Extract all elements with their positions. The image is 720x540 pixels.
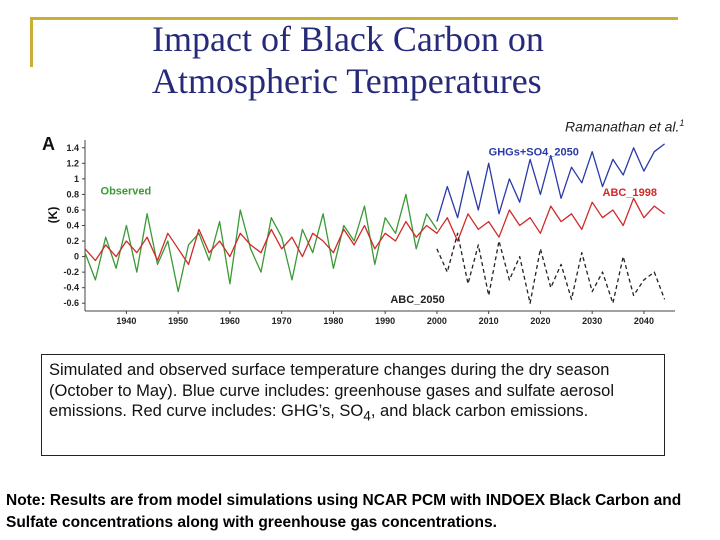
y-tick-label: 0.4 <box>66 221 79 231</box>
series-line-ghgs-so4-2050 <box>436 143 665 222</box>
y-axis-label: (K) <box>46 207 60 224</box>
series-annotation: Observed <box>101 185 152 197</box>
caption-text-1: Simulated and observed surface temperatu… <box>49 361 614 420</box>
y-tick-label: 0.2 <box>66 236 79 246</box>
title-left-rule <box>30 17 33 67</box>
caption-subscript: 4 <box>363 408 371 424</box>
caption-text-2: , and black carbon emissions. <box>370 402 589 420</box>
series-annotation: ABC_2050 <box>390 294 444 306</box>
y-tick-label: 1 <box>74 174 79 184</box>
y-tick-label: 0 <box>74 252 79 262</box>
x-tick-label: 1990 <box>375 316 395 326</box>
citation: Ramanathan et al.1 <box>565 118 684 135</box>
slide-title: Impact of Black Carbon on Atmospheric Te… <box>152 18 672 102</box>
x-tick-label: 1980 <box>323 316 343 326</box>
y-tick-label: 0.6 <box>66 205 79 215</box>
x-tick-label: 2020 <box>530 316 550 326</box>
series-line-abc-2050 <box>436 232 666 304</box>
x-tick-label: 2010 <box>479 316 499 326</box>
citation-text: Ramanathan et al. <box>565 118 680 135</box>
y-tick-label: -0.6 <box>63 298 79 308</box>
x-tick-label: 1950 <box>168 316 188 326</box>
series-line-observed <box>84 193 438 293</box>
title-line-1: Impact of Black Carbon on <box>152 19 544 59</box>
series-line-abc-1998 <box>84 197 665 266</box>
y-tick-label: 0.8 <box>66 189 79 199</box>
x-tick-label: 2030 <box>582 316 602 326</box>
x-tick-label: 1960 <box>220 316 240 326</box>
series-annotation: ABC_1998 <box>603 187 657 199</box>
title-top-rule <box>30 17 678 20</box>
y-tick-label: 1.4 <box>66 143 79 153</box>
citation-superscript: 1 <box>679 118 685 128</box>
x-tick-label: 2000 <box>427 316 447 326</box>
y-tick-label: -0.2 <box>63 267 79 277</box>
x-tick-label: 1940 <box>116 316 136 326</box>
y-tick-label: 1.2 <box>66 158 79 168</box>
x-tick-label: 1970 <box>272 316 292 326</box>
footnote: Note: Results are from model simulations… <box>6 492 682 531</box>
temperature-chart: A (K) 1.4 1.2 1 0.8 0.6 0.4 0.2 0 -0.2 -0.4 -0.6 19… <box>42 134 675 326</box>
title-line-2: Atmospheric Temperatures <box>152 61 542 101</box>
panel-label: A <box>42 134 55 154</box>
figure-caption: Simulated and observed surface temperatu… <box>41 354 665 456</box>
series-annotation: GHGs+SO4_2050 <box>489 147 579 159</box>
x-tick-label: 2040 <box>634 316 654 326</box>
y-tick-label: -0.4 <box>63 283 79 293</box>
